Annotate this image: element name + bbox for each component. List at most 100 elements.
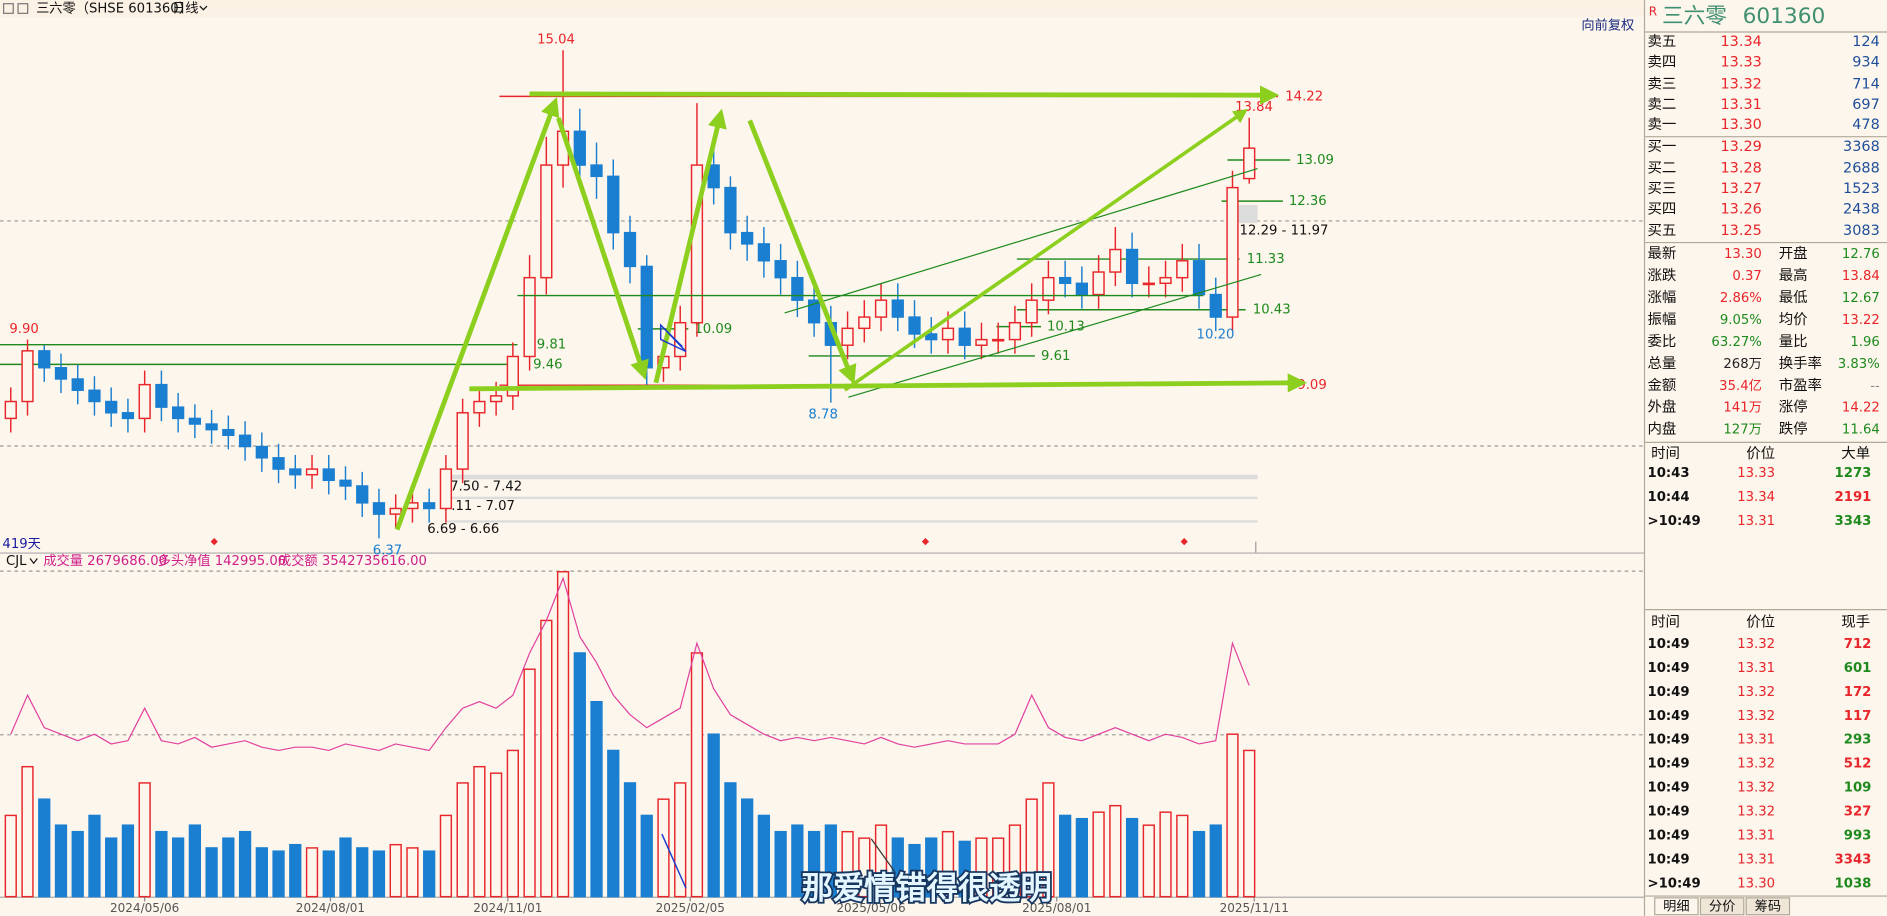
level-label: 14.22	[1285, 89, 1323, 104]
stat-value: 0.37	[1732, 269, 1761, 284]
book-label: 卖二	[1648, 96, 1677, 113]
book-volume: 3083	[1843, 223, 1880, 239]
volume-bar	[908, 843, 921, 898]
candle-body	[1025, 299, 1038, 324]
stat-label: 量比	[1779, 333, 1808, 350]
volume-bar	[774, 830, 787, 898]
band-label: 7.50 - 7.42	[450, 479, 522, 494]
volume-bar	[322, 850, 335, 898]
quote-name: 三六零	[1662, 4, 1727, 29]
candle-body	[623, 231, 637, 268]
tab-label[interactable]: 分价	[1709, 898, 1735, 914]
row-price: 13.32	[1737, 685, 1775, 700]
tab[interactable]	[1654, 897, 1699, 916]
x-tick-label: 2025/05/06	[836, 901, 905, 915]
book-label: 买四	[1648, 200, 1677, 217]
stat-value: --	[1870, 379, 1880, 394]
row-time: 10:49	[1648, 685, 1690, 700]
stat-value: 14.22	[1842, 401, 1880, 416]
stat-label: 开盘	[1779, 244, 1808, 262]
quote-flag: R	[1649, 5, 1657, 19]
stat-label: 最高	[1779, 267, 1808, 284]
candle-body	[105, 400, 118, 414]
volume-bar	[707, 733, 720, 898]
table-header: 时间	[1651, 445, 1680, 462]
indicator-name[interactable]: CJL	[6, 554, 27, 569]
level-label: 10.43	[1253, 303, 1291, 318]
volume-bar	[71, 830, 84, 898]
x-tick-label: 2024/05/06	[110, 901, 179, 915]
book-volume: 124	[1852, 34, 1880, 50]
row-price: 13.32	[1737, 757, 1775, 772]
book-volume: 1523	[1843, 181, 1880, 197]
candle-body	[741, 231, 754, 245]
stat-label: 最低	[1779, 289, 1808, 306]
candle-body	[372, 502, 386, 515]
candle-body	[757, 243, 771, 262]
adjust-mode[interactable]: 向前复权	[1581, 16, 1634, 33]
candle-body	[640, 265, 653, 369]
volume-bar	[356, 847, 369, 898]
volume-bar	[958, 840, 971, 898]
band-label: 12.29 - 11.97	[1240, 223, 1329, 238]
book-price: 13.31	[1720, 97, 1761, 113]
volume-bar	[1176, 814, 1189, 898]
candle-body	[1042, 276, 1055, 301]
candle-body	[38, 350, 51, 369]
volume-bar	[38, 798, 51, 898]
volume-bar	[1025, 798, 1038, 898]
diamond-marker	[921, 538, 930, 546]
drawings	[394, 85, 1307, 889]
band-label: 7.11 - 7.07	[443, 499, 515, 514]
quote-panel: R 三六零 601360 卖五 13.34 124 卖四 13.33 934 卖三 13.32…	[1645, 4, 1887, 916]
row-price: 13.32	[1737, 637, 1775, 652]
tab[interactable]	[1745, 897, 1791, 916]
row-volume: 172	[1844, 685, 1872, 700]
row-price: 13.32	[1737, 805, 1775, 820]
period[interactable]: 日线	[172, 1, 198, 17]
candle-body	[540, 164, 553, 279]
candle-body	[205, 423, 218, 431]
book-price: 13.32	[1720, 76, 1761, 92]
tab-label[interactable]: 筹码	[1755, 897, 1781, 914]
price-point-label: 10.20	[1197, 328, 1235, 343]
book-label: 卖三	[1648, 75, 1677, 92]
row-price: 13.32	[1737, 781, 1775, 796]
volume-bar	[138, 782, 151, 898]
row-time: 10:49	[1648, 661, 1690, 676]
row-volume: 327	[1844, 805, 1872, 820]
stat-label: 市盈率	[1779, 377, 1822, 394]
tab-label[interactable]: 明细	[1663, 898, 1689, 914]
candle-body	[4, 400, 17, 420]
row-price: 13.31	[1737, 829, 1775, 844]
book-price: 13.27	[1720, 181, 1761, 197]
candle-body	[138, 383, 151, 420]
x-tick-label: 2024/11/01	[473, 901, 542, 915]
volume-bar	[807, 830, 821, 898]
volume-bar	[389, 843, 402, 898]
trend-line	[784, 167, 1258, 314]
volume-bar	[623, 782, 637, 898]
candle-body	[439, 468, 453, 510]
book-volume: 478	[1852, 117, 1880, 133]
flag-pattern	[659, 323, 687, 353]
tab[interactable]	[1699, 897, 1745, 916]
candle-body	[339, 479, 352, 487]
stat-label: 涨幅	[1648, 289, 1677, 306]
book-label: 买一	[1648, 138, 1677, 155]
book-price: 13.29	[1720, 139, 1761, 155]
candle-body	[1058, 276, 1072, 285]
candle-body	[858, 316, 871, 330]
volume-bar	[423, 850, 436, 898]
candle-body	[456, 412, 469, 470]
level-label: 10.13	[1047, 320, 1085, 335]
candle-body	[423, 502, 436, 510]
volume-bar	[1008, 824, 1022, 898]
stat-value: 11.64	[1842, 423, 1880, 438]
candle-body	[389, 507, 402, 515]
candle-body	[908, 316, 921, 335]
volume-bar	[741, 798, 754, 898]
row-price: 13.30	[1737, 876, 1775, 891]
